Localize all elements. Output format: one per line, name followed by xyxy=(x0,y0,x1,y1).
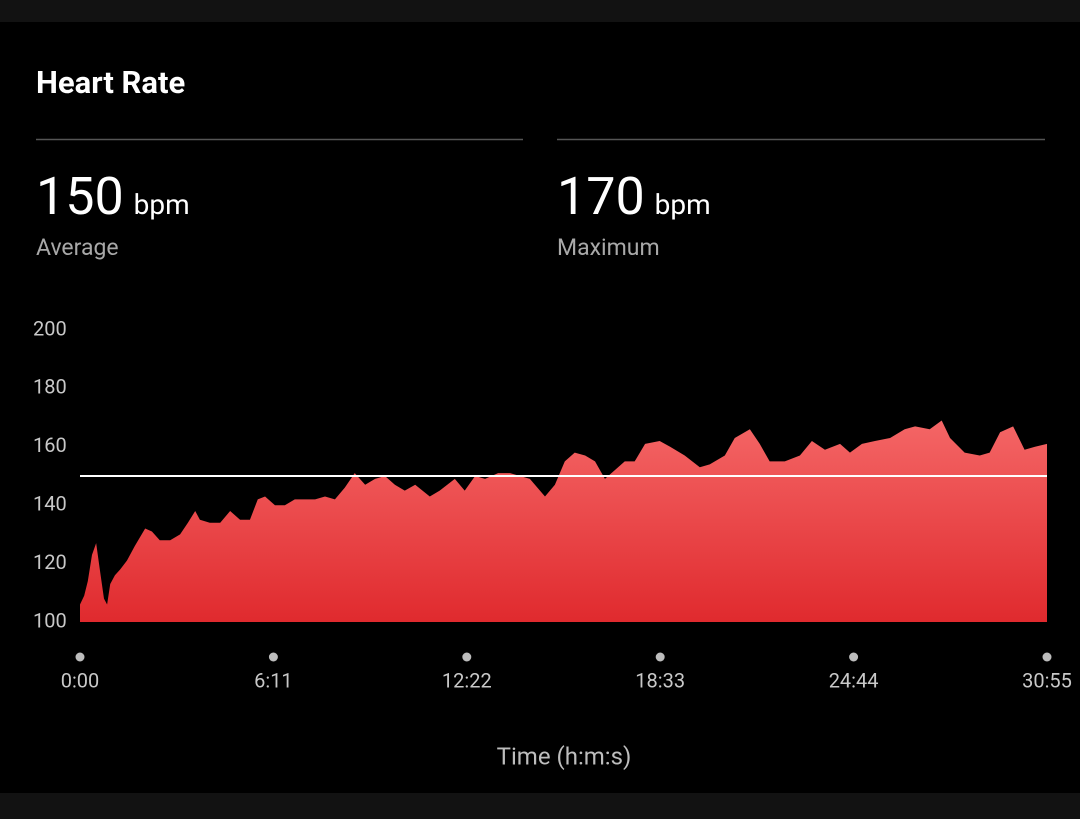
stat-label: Average xyxy=(36,234,119,261)
top-bar xyxy=(0,0,1080,22)
x-tick-dot xyxy=(655,652,665,662)
bottom-bar xyxy=(0,793,1080,819)
x-tick-dot xyxy=(268,652,278,662)
x-tick-dot xyxy=(849,652,859,662)
x-tick-label: 0:00 xyxy=(61,668,100,692)
y-tick-label: 160 xyxy=(33,433,67,457)
x-tick-label: 18:33 xyxy=(635,668,685,692)
x-tick-dot xyxy=(462,652,472,662)
stat-label: Maximum xyxy=(557,234,660,261)
x-tick-dot xyxy=(1042,652,1052,662)
stat-unit: bpm xyxy=(655,188,711,221)
y-tick-label: 100 xyxy=(33,608,67,632)
x-tick-label: 6:11 xyxy=(254,668,293,692)
y-tick-label: 140 xyxy=(33,491,67,515)
x-tick-label: 24:44 xyxy=(829,668,879,692)
heart-rate-area xyxy=(80,420,1047,622)
stat-average: 150 bpm xyxy=(36,166,190,227)
y-tick-label: 180 xyxy=(33,375,67,399)
y-tick-label: 120 xyxy=(33,550,67,574)
y-tick-label: 200 xyxy=(33,316,67,340)
x-tick-label: 12:22 xyxy=(442,668,492,692)
card-title: Heart Rate xyxy=(36,64,185,101)
x-axis-title: Time (h:m:s) xyxy=(497,742,632,770)
x-tick-label: 30:55 xyxy=(1022,668,1072,692)
stat-maximum: 170 bpm xyxy=(557,166,711,227)
x-tick-dot xyxy=(75,652,85,662)
stat-value: 150 xyxy=(36,166,124,227)
stat-value: 170 xyxy=(557,166,645,227)
stat-unit: bpm xyxy=(134,188,190,221)
